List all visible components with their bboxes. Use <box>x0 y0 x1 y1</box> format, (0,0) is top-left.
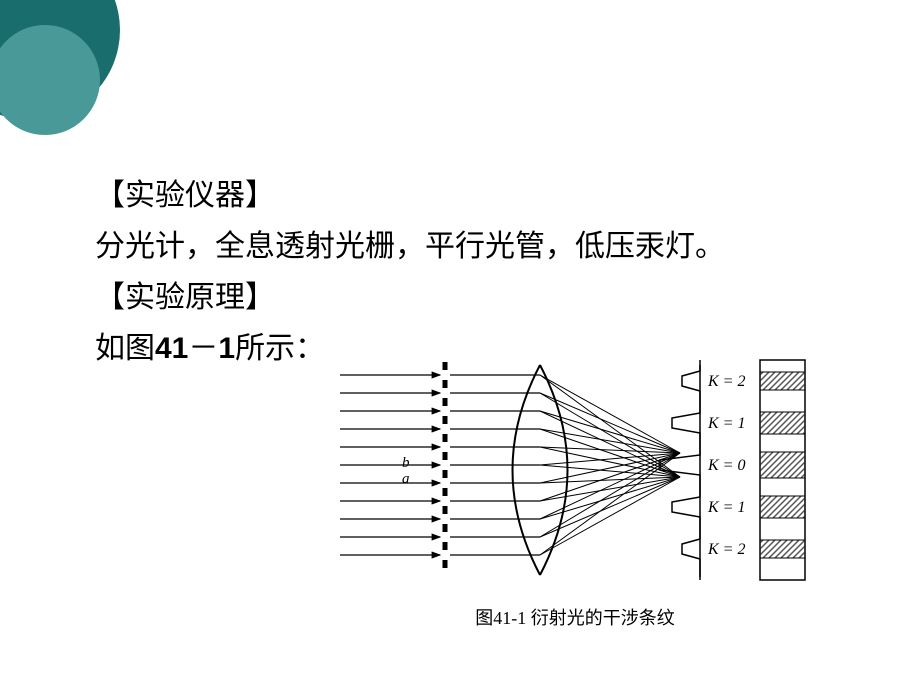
circle-small <box>0 25 100 135</box>
svg-text:K = 2: K = 2 <box>707 373 745 390</box>
svg-text:K = 2: K = 2 <box>707 541 745 558</box>
svg-text:K = 1: K = 1 <box>707 415 745 432</box>
diagram-container: K = 2K = 1K = 0K = 1K = 2 b a 图41-1 衍射光的… <box>330 345 820 625</box>
heading-apparatus: 【实验仪器】 <box>95 170 880 221</box>
label-a: a <box>402 471 410 487</box>
content-block: 【实验仪器】 分光计，全息透射光栅，平行光管，低压汞灯。 【实验原理】 如图41… <box>95 170 880 374</box>
diagram-caption: 图41-1 衍射光的干涉条纹 <box>330 604 820 630</box>
apparatus-list: 分光计，全息透射光栅，平行光管，低压汞灯。 <box>95 221 880 272</box>
ref-fig-num2: 1 <box>218 332 235 365</box>
heading-principle: 【实验原理】 <box>95 272 880 323</box>
svg-text:K = 0: K = 0 <box>707 457 745 474</box>
ref-dash: － <box>188 332 218 365</box>
diffraction-diagram: K = 2 K = 1 K = 0 K = 1 K = 2 b a <box>330 345 820 625</box>
ref-suffix: 所示： <box>235 332 325 365</box>
svg-text:K = 1: K = 1 <box>707 499 745 516</box>
ref-fig-num1: 41 <box>155 332 188 365</box>
corner-decoration <box>0 0 140 140</box>
label-b: b <box>402 455 410 471</box>
ref-prefix: 如图 <box>95 332 155 365</box>
